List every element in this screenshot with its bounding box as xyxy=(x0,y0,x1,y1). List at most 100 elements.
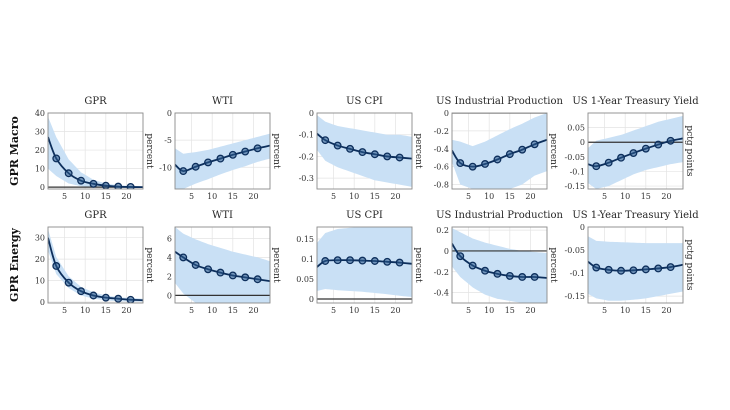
axes-box xyxy=(47,112,144,190)
axes-box xyxy=(316,226,413,304)
panel-2-5: 5 10 15 20 -0.15 -0.1 -0.05 0 US 1-Year Treasury… xyxy=(564,210,699,315)
x-tick-label: 10 xyxy=(620,192,630,201)
x-tick-label: 15 xyxy=(228,192,238,201)
marker-point xyxy=(191,261,200,269)
x-tick-label: 5 xyxy=(331,306,336,315)
y-axis-label: pctg points xyxy=(684,239,694,291)
marker-point xyxy=(77,176,85,185)
x-tick-label: 5 xyxy=(62,306,67,315)
y-tick-label: 6 xyxy=(167,234,172,243)
y-tick-label: 0 xyxy=(40,183,45,192)
marker-point xyxy=(216,268,225,277)
x-tick-label: 15 xyxy=(641,306,651,315)
marker-point xyxy=(383,257,392,266)
y-tick-label: 0.05 xyxy=(567,124,585,133)
panel-2-2: 5 10 15 20 0 2 4 6 WTI percent xyxy=(167,210,281,315)
y-axis-label: percent xyxy=(144,247,154,283)
y-tick-label: -0.05 xyxy=(564,153,585,162)
y-tick-label: -0.15 xyxy=(564,292,585,301)
panel-title: US 1-Year Treasury Yield xyxy=(572,96,699,107)
panel-1-4: 5 10 15 20 -0.8 -0.6 -0.4 -0.2 0 US Industrial Pr… xyxy=(434,96,564,201)
y-tick-label: 4 xyxy=(167,253,172,262)
marker-point xyxy=(530,140,539,149)
marker-point xyxy=(64,169,73,178)
y-tick-label: 0.15 xyxy=(296,235,314,244)
y-tick-label: 0.1 xyxy=(301,255,314,264)
x-tick-label: 5 xyxy=(331,192,336,201)
y-tick-label: 0 xyxy=(444,247,449,256)
marker-point xyxy=(179,253,188,262)
y-tick-label: 30 xyxy=(35,128,45,137)
y-axis-label: percent xyxy=(548,247,558,283)
y-tick-label: 0.05 xyxy=(296,275,314,284)
y-tick-label: 0 xyxy=(309,109,314,118)
x-tick-label: 20 xyxy=(661,306,671,315)
marker-point xyxy=(654,140,663,149)
marker-point xyxy=(592,263,601,272)
y-tick-label: -0.4 xyxy=(434,289,449,298)
axes-box xyxy=(587,226,684,304)
marker-point xyxy=(383,152,392,161)
marker-point xyxy=(666,136,675,145)
marker-point xyxy=(468,261,477,270)
marker-point xyxy=(64,278,73,287)
row-label: GPR Macro xyxy=(8,116,21,186)
marker-point xyxy=(89,179,98,188)
x-tick-label: 10 xyxy=(484,306,494,315)
x-tick-label: 20 xyxy=(661,192,671,201)
axes-box xyxy=(316,112,413,190)
y-tick-label: -0.1 xyxy=(299,131,314,140)
marker-point xyxy=(358,256,367,265)
plot-content xyxy=(317,227,412,300)
plot-content xyxy=(452,113,547,189)
x-tick-label: 5 xyxy=(466,306,471,315)
x-tick-label: 10 xyxy=(207,306,217,315)
x-tick-label: 20 xyxy=(121,306,131,315)
x-tick-label: 10 xyxy=(484,192,494,201)
y-axis-label: percent xyxy=(144,133,154,169)
marker-point xyxy=(468,162,477,171)
marker-point xyxy=(456,252,465,261)
marker-point xyxy=(395,258,404,267)
plot-content xyxy=(48,229,143,303)
marker-point xyxy=(481,266,489,275)
x-tick-label: 10 xyxy=(80,192,90,201)
panel-title: US CPI xyxy=(346,96,383,107)
marker-point xyxy=(641,265,650,274)
y-tick-label: 0 xyxy=(580,223,585,232)
panel-title: GPR xyxy=(84,96,107,107)
x-tick-label: 15 xyxy=(641,192,651,201)
y-tick-label: -10 xyxy=(159,163,172,172)
confidence-band xyxy=(452,113,547,189)
marker-point xyxy=(505,271,514,280)
marker-point xyxy=(204,158,212,167)
row-label: GPR Energy xyxy=(8,227,21,302)
marker-point xyxy=(191,162,200,171)
marker-point xyxy=(77,287,85,296)
x-tick-label: 5 xyxy=(189,306,194,315)
x-tick-label: 20 xyxy=(390,192,400,201)
panel-title: US CPI xyxy=(346,210,383,221)
x-tick-label: 15 xyxy=(228,306,238,315)
marker-point xyxy=(654,264,663,273)
y-tick-label: 10 xyxy=(35,277,45,286)
y-tick-label: 0.2 xyxy=(436,226,449,235)
marker-point xyxy=(456,159,465,168)
marker-point xyxy=(52,154,61,163)
marker-point xyxy=(114,294,123,303)
axes-box xyxy=(451,112,548,190)
panel-2-4: 5 10 15 20 -0.4 -0.2 0 0.2 US Industrial Product… xyxy=(434,210,564,315)
marker-point xyxy=(204,265,212,274)
y-tick-label: 0 xyxy=(309,295,314,304)
marker-point xyxy=(481,160,489,168)
marker-point xyxy=(518,273,527,281)
x-tick-label: 5 xyxy=(466,192,471,201)
y-tick-label: -0.6 xyxy=(434,163,449,172)
y-tick-label: 0 xyxy=(580,138,585,147)
panel-title: WTI xyxy=(212,96,233,107)
marker-point xyxy=(592,162,601,171)
plot-content xyxy=(452,228,547,303)
marker-point xyxy=(114,182,123,189)
y-tick-label: 2 xyxy=(167,272,172,281)
y-axis-label: percent xyxy=(413,133,423,169)
